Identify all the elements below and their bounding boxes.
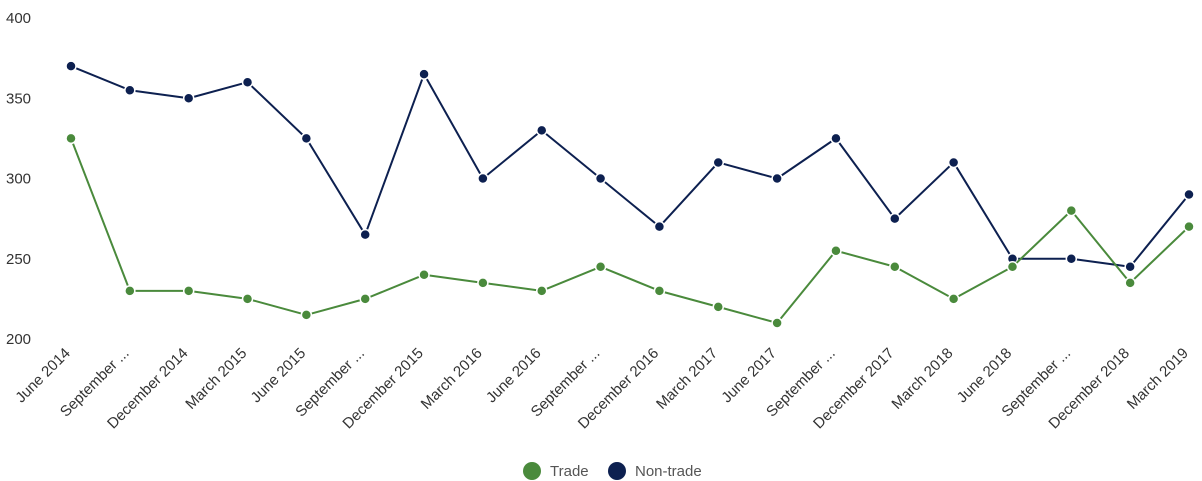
data-point[interactable] xyxy=(535,124,548,137)
data-point[interactable] xyxy=(1006,261,1019,273)
data-point[interactable] xyxy=(418,68,430,80)
data-point[interactable] xyxy=(1124,277,1136,289)
y-tick-label: 250 xyxy=(6,251,31,268)
data-point[interactable] xyxy=(1065,253,1078,265)
x-tick-label: March 2019 xyxy=(1124,345,1192,413)
series-trade xyxy=(65,132,1195,329)
legend-item[interactable]: Trade xyxy=(523,462,589,480)
data-point[interactable] xyxy=(1183,188,1195,201)
x-tick-label: June 2016 xyxy=(483,345,545,407)
data-point[interactable] xyxy=(535,285,548,297)
data-point[interactable] xyxy=(418,269,430,281)
data-point[interactable] xyxy=(771,172,783,185)
data-point[interactable] xyxy=(947,293,960,305)
legend: Trade Non-trade xyxy=(523,462,702,480)
y-axis: 200 250 300 350 400 xyxy=(6,10,31,348)
data-point[interactable] xyxy=(182,92,195,104)
data-point[interactable] xyxy=(653,285,666,297)
legend-marker xyxy=(523,462,541,480)
series-layer xyxy=(65,60,1195,329)
data-point[interactable] xyxy=(1124,261,1136,273)
data-point[interactable] xyxy=(771,317,783,329)
data-point[interactable] xyxy=(359,293,371,305)
data-point[interactable] xyxy=(889,261,901,273)
y-tick-label: 200 xyxy=(6,331,31,348)
data-point[interactable] xyxy=(653,220,666,233)
data-point[interactable] xyxy=(300,309,313,321)
data-point[interactable] xyxy=(241,293,254,305)
x-tick-label: March 2018 xyxy=(888,345,956,413)
y-tick-label: 350 xyxy=(6,90,31,107)
data-point[interactable] xyxy=(712,301,725,313)
legend-label: Trade xyxy=(550,463,589,480)
data-point[interactable] xyxy=(477,277,489,289)
x-tick-label: June 2015 xyxy=(248,345,310,407)
x-tick-label: March 2016 xyxy=(418,345,486,413)
x-tick-label: March 2017 xyxy=(653,345,721,413)
data-point[interactable] xyxy=(359,228,371,241)
data-point[interactable] xyxy=(477,172,489,185)
data-point[interactable] xyxy=(300,132,313,145)
y-tick-label: 300 xyxy=(6,171,31,188)
data-point[interactable] xyxy=(594,261,607,273)
x-tick-label: March 2015 xyxy=(182,345,250,413)
data-point[interactable] xyxy=(241,76,254,88)
data-point[interactable] xyxy=(124,84,136,96)
data-point[interactable] xyxy=(65,60,77,72)
data-point[interactable] xyxy=(1183,220,1195,233)
data-point[interactable] xyxy=(830,244,842,257)
data-point[interactable] xyxy=(889,212,901,225)
data-point[interactable] xyxy=(594,172,607,185)
data-point[interactable] xyxy=(182,285,195,297)
data-point[interactable] xyxy=(947,156,960,169)
y-tick-label: 400 xyxy=(6,10,31,27)
series-line xyxy=(70,65,1190,268)
x-tick-label: June 2018 xyxy=(954,345,1016,407)
data-point[interactable] xyxy=(65,132,77,145)
legend-label: Non-trade xyxy=(635,463,702,480)
x-tick-label: June 2014 xyxy=(12,345,74,407)
data-point[interactable] xyxy=(830,132,842,145)
series-non-trade xyxy=(65,60,1195,273)
data-point[interactable] xyxy=(1065,204,1078,217)
series-line xyxy=(70,137,1190,324)
legend-item[interactable]: Non-trade xyxy=(608,462,702,480)
data-point[interactable] xyxy=(712,156,725,169)
legend-marker xyxy=(608,462,626,480)
data-point[interactable] xyxy=(124,285,136,297)
x-tick-label: June 2017 xyxy=(718,345,780,407)
